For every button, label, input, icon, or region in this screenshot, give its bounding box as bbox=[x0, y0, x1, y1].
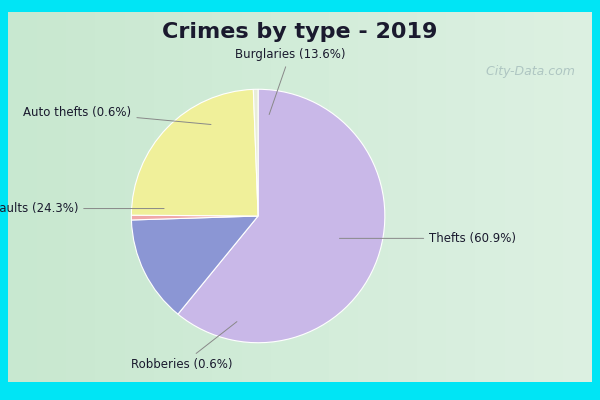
Bar bbox=[358, 12, 388, 382]
Bar bbox=[563, 12, 592, 382]
Bar bbox=[388, 12, 417, 382]
Bar bbox=[183, 12, 212, 382]
Text: Auto thefts (0.6%): Auto thefts (0.6%) bbox=[23, 106, 211, 124]
Wedge shape bbox=[131, 215, 258, 220]
Text: Assaults (24.3%): Assaults (24.3%) bbox=[0, 202, 164, 215]
Bar bbox=[66, 12, 95, 382]
Text: Robberies (0.6%): Robberies (0.6%) bbox=[131, 322, 237, 371]
Bar bbox=[242, 12, 271, 382]
Bar bbox=[417, 12, 446, 382]
Bar bbox=[300, 12, 329, 382]
Bar bbox=[505, 12, 534, 382]
Wedge shape bbox=[131, 216, 258, 314]
Bar bbox=[271, 12, 300, 382]
Wedge shape bbox=[178, 89, 385, 343]
Bar bbox=[534, 12, 563, 382]
Text: City-Data.com: City-Data.com bbox=[482, 66, 574, 78]
Bar bbox=[37, 12, 66, 382]
Text: Crimes by type - 2019: Crimes by type - 2019 bbox=[163, 22, 437, 42]
Bar bbox=[329, 12, 358, 382]
Bar bbox=[212, 12, 242, 382]
Text: Burglaries (13.6%): Burglaries (13.6%) bbox=[235, 48, 345, 114]
Bar bbox=[95, 12, 125, 382]
Bar bbox=[125, 12, 154, 382]
Bar bbox=[8, 12, 37, 382]
Bar bbox=[475, 12, 505, 382]
Wedge shape bbox=[253, 89, 258, 216]
Bar bbox=[446, 12, 475, 382]
Text: Thefts (60.9%): Thefts (60.9%) bbox=[340, 232, 516, 245]
Bar bbox=[154, 12, 183, 382]
Wedge shape bbox=[131, 89, 258, 216]
